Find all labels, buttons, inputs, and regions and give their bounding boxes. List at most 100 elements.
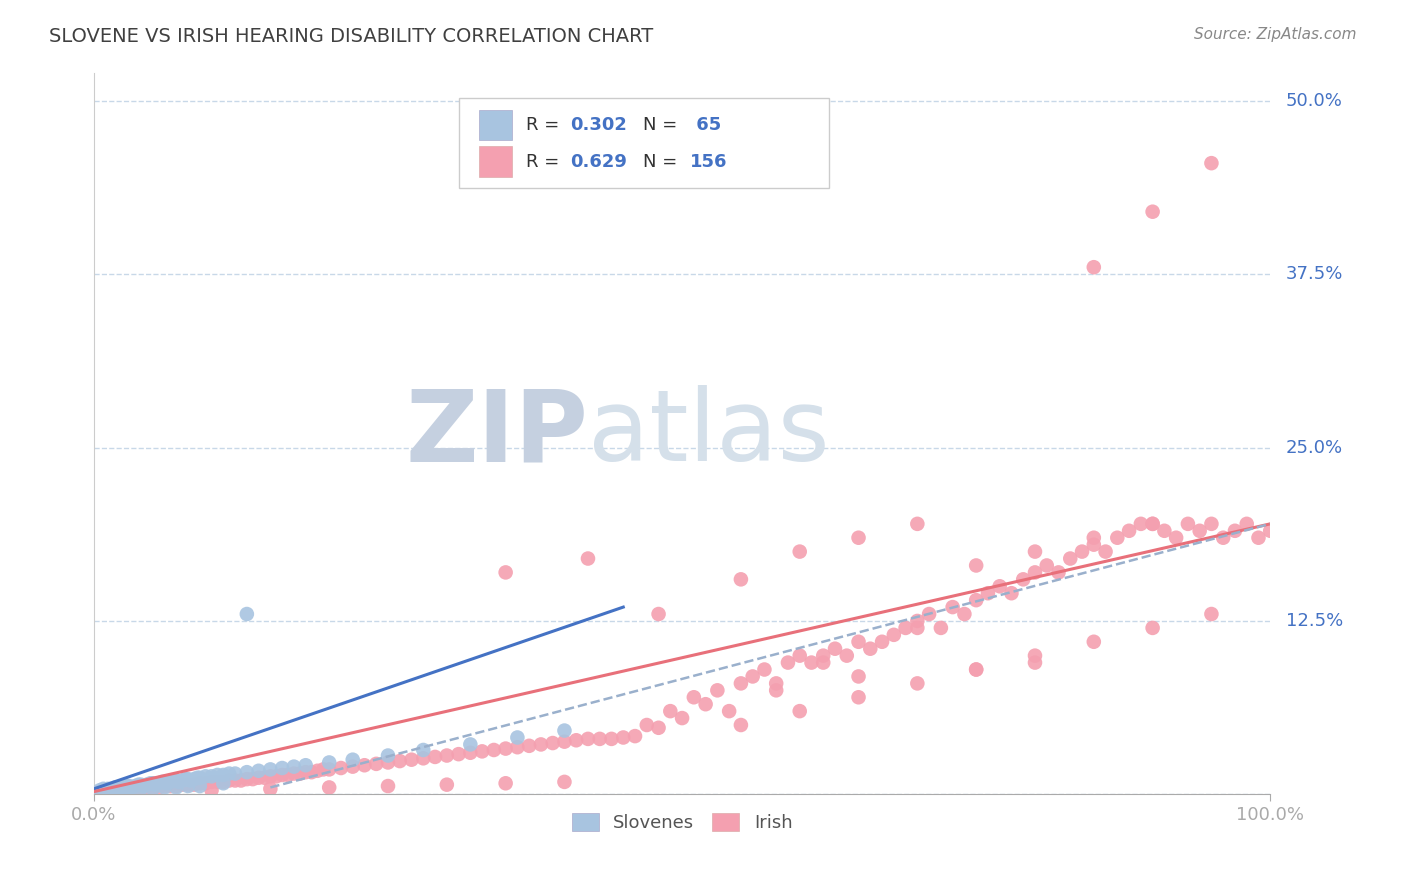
Point	[1059, 551, 1081, 566]
Point	[1153, 524, 1175, 538]
Text: SLOVENE VS IRISH HEARING DISABILITY CORRELATION CHART: SLOVENE VS IRISH HEARING DISABILITY CORR…	[49, 27, 654, 45]
Text: 50.0%: 50.0%	[1285, 92, 1343, 110]
Text: atlas: atlas	[588, 385, 830, 483]
Point	[1083, 260, 1105, 275]
Point	[412, 743, 434, 757]
Point	[905, 516, 928, 531]
Point	[789, 648, 811, 663]
Point	[1177, 516, 1199, 531]
Point	[318, 763, 340, 777]
Bar	[478, 110, 512, 140]
Point	[553, 734, 575, 748]
Text: N =: N =	[644, 153, 683, 170]
Point	[765, 683, 787, 698]
Point	[236, 765, 259, 780]
Point	[112, 783, 135, 797]
Point	[112, 780, 135, 795]
Point	[247, 771, 270, 785]
Point	[1083, 634, 1105, 648]
Point	[965, 593, 987, 607]
Point	[589, 731, 612, 746]
Point	[259, 781, 281, 796]
Point	[905, 614, 928, 628]
Point	[172, 773, 194, 788]
Point	[1212, 531, 1234, 545]
Point	[495, 566, 517, 580]
Point	[377, 779, 399, 793]
Point	[848, 634, 870, 648]
Point	[200, 783, 222, 797]
Point	[271, 761, 294, 775]
Point	[1142, 516, 1164, 531]
Point	[506, 731, 529, 745]
Point	[118, 781, 141, 796]
Point	[1142, 204, 1164, 219]
Point	[172, 778, 194, 792]
Point	[377, 748, 399, 763]
Point	[965, 663, 987, 677]
Text: 37.5%: 37.5%	[1285, 265, 1343, 283]
Point	[436, 748, 458, 763]
Point	[277, 768, 299, 782]
Point	[174, 772, 197, 786]
Point	[100, 781, 122, 796]
Point	[1201, 516, 1223, 531]
Point	[765, 676, 787, 690]
Point	[163, 773, 186, 788]
Point	[148, 776, 170, 790]
Point	[153, 779, 176, 793]
Point	[142, 781, 165, 796]
Point	[89, 784, 111, 798]
Point	[121, 780, 143, 795]
Point	[259, 763, 281, 777]
Point	[135, 780, 157, 795]
Point	[471, 744, 494, 758]
Point	[1012, 572, 1035, 586]
Point	[388, 754, 411, 768]
Point	[1201, 156, 1223, 170]
Point	[776, 656, 799, 670]
Point	[730, 572, 752, 586]
Point	[186, 771, 208, 785]
Point	[224, 766, 246, 780]
Point	[253, 771, 276, 785]
Point	[848, 669, 870, 683]
Point	[89, 783, 111, 797]
Point	[159, 775, 181, 789]
Point	[1247, 531, 1270, 545]
Point	[118, 783, 141, 797]
Text: 156: 156	[690, 153, 728, 170]
Point	[447, 747, 470, 761]
Text: 65: 65	[690, 116, 721, 134]
Point	[142, 780, 165, 795]
Point	[894, 621, 917, 635]
Point	[1024, 566, 1046, 580]
Point	[754, 663, 776, 677]
Point	[294, 758, 316, 772]
Point	[218, 766, 240, 780]
Point	[132, 779, 155, 793]
Point	[108, 781, 131, 796]
Point	[159, 779, 181, 793]
Point	[883, 628, 905, 642]
Point	[97, 781, 120, 796]
Point	[553, 775, 575, 789]
Point	[207, 775, 229, 789]
Point	[576, 551, 599, 566]
Point	[813, 648, 835, 663]
Point	[905, 676, 928, 690]
Point	[177, 779, 200, 793]
Point	[342, 759, 364, 773]
Point	[129, 778, 152, 792]
Point	[1024, 544, 1046, 558]
Point	[1201, 607, 1223, 621]
Point	[153, 780, 176, 795]
Point	[671, 711, 693, 725]
Point	[129, 781, 152, 796]
Point	[236, 772, 259, 786]
Point	[412, 751, 434, 765]
Point	[301, 765, 323, 780]
Point	[1166, 531, 1188, 545]
Point	[1223, 524, 1246, 538]
Point	[183, 778, 205, 792]
